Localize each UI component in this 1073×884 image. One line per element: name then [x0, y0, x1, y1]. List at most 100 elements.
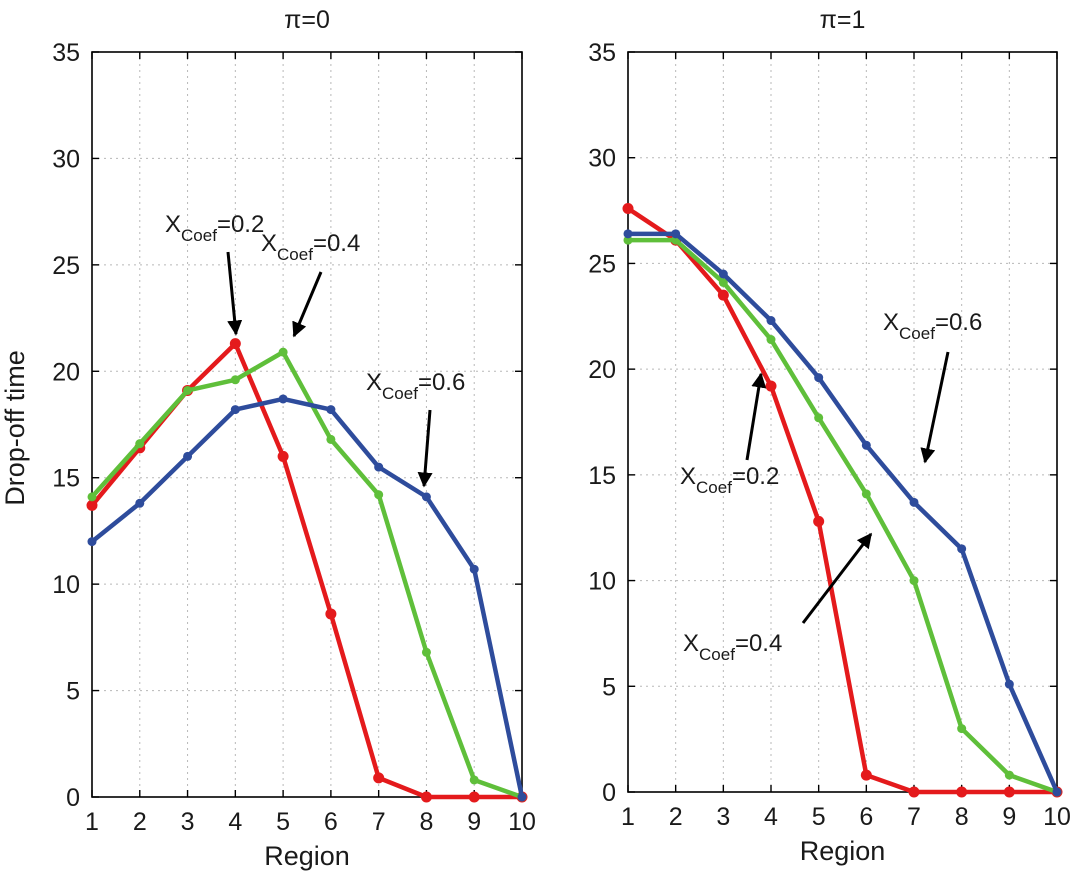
- data-point-blue: [421, 492, 431, 502]
- annotation-arrow: [801, 532, 873, 624]
- y-tick-label: 0: [66, 784, 80, 812]
- x-tick-label: 2: [669, 803, 683, 831]
- annotation-label: XCoef=0.4: [261, 230, 360, 264]
- data-point-blue: [1052, 787, 1062, 797]
- y-tick-label: 15: [52, 465, 80, 493]
- annotation-arrow: [226, 251, 243, 336]
- annotation-label: XCoef=0.6: [366, 369, 465, 403]
- y-tick-label: 30: [588, 145, 616, 173]
- data-point-green: [374, 490, 384, 500]
- x-tick-label: 8: [955, 803, 969, 831]
- annotation-subscript: Coef: [181, 226, 217, 245]
- x-tick-label: 4: [764, 803, 778, 831]
- data-point-blue: [87, 537, 97, 547]
- annotation-value: =0.2: [732, 463, 779, 490]
- annotation: XCoef=0.2: [165, 211, 264, 336]
- annotation-label: XCoef=0.2: [680, 463, 779, 497]
- data-point-blue: [517, 792, 527, 802]
- annotation-arrow: [920, 351, 950, 464]
- y-tick-label: 35: [52, 39, 80, 67]
- series-line-blue: [90, 396, 525, 798]
- annotation-value: =0.6: [935, 309, 982, 336]
- annotation-label: XCoef=0.4: [683, 630, 782, 664]
- data-point-green: [957, 724, 967, 734]
- panel-title: π=1: [820, 6, 866, 34]
- x-tick-label: 4: [228, 808, 242, 836]
- data-point-red: [908, 786, 920, 798]
- data-point-blue: [230, 405, 240, 415]
- data-point-green: [766, 335, 776, 345]
- x-tick-label: 3: [181, 808, 195, 836]
- annotation-base: X: [165, 211, 181, 238]
- data-point-blue: [814, 373, 824, 383]
- x-tick-label: 1: [85, 808, 99, 836]
- annotation-value: =0.2: [217, 211, 264, 238]
- data-point-green: [814, 413, 824, 423]
- series-line-red: [626, 206, 1057, 795]
- annotation-base: X: [680, 463, 696, 490]
- x-tick-label: 6: [324, 808, 338, 836]
- annotation-base: X: [683, 630, 699, 657]
- annotation-base: X: [366, 369, 382, 396]
- data-point-red: [229, 338, 241, 350]
- data-point-red: [1003, 786, 1015, 798]
- annotation-value: =0.6: [418, 369, 465, 396]
- y-tick-label: 25: [52, 252, 80, 280]
- y-tick-label: 20: [52, 358, 80, 386]
- annotation-label: XCoef=0.2: [165, 211, 264, 245]
- plot-frame: [627, 51, 1058, 793]
- data-point-green: [623, 235, 633, 245]
- annotation-arrow: [745, 372, 767, 461]
- annotation-base: X: [883, 309, 899, 336]
- data-point-red: [765, 380, 777, 392]
- y-tick-label: 10: [588, 568, 616, 596]
- annotation-arrow: [292, 271, 323, 338]
- y-tick-label: 15: [588, 462, 616, 490]
- y-tick-label: 25: [588, 250, 616, 278]
- x-tick-label: 3: [716, 803, 730, 831]
- y-tick-label: 5: [66, 678, 80, 706]
- x-axis-label: Region: [264, 841, 350, 871]
- series-line-blue: [628, 231, 1060, 793]
- annotation-value: =0.4: [313, 230, 360, 257]
- data-point-blue: [623, 229, 633, 239]
- data-point-green: [278, 347, 288, 357]
- x-tick-label: 10: [1043, 803, 1071, 831]
- data-point-blue: [135, 498, 145, 508]
- x-axis-label: Region: [800, 836, 886, 866]
- data-point-red: [717, 289, 729, 301]
- right-panel: 1 2 3 4 5 6 7 8 9 1005101520253035π=1RegionXCoef=…: [588, 6, 1071, 866]
- annotation: XCoef=0.4: [683, 532, 873, 664]
- annotation-subscript: Coef: [382, 384, 418, 403]
- data-point-green: [718, 277, 728, 287]
- series-line-green: [628, 237, 1058, 795]
- data-point-red: [468, 791, 480, 803]
- data-point-green: [421, 647, 431, 657]
- x-tick-label: 9: [1002, 803, 1016, 831]
- annotation-base: X: [261, 230, 277, 257]
- data-point-blue: [1004, 679, 1014, 689]
- x-tick-label: 5: [812, 803, 826, 831]
- data-point-blue: [278, 394, 288, 404]
- y-tick-label: 20: [588, 356, 616, 384]
- left-panel: 1 2 3 4 5 6 7 8 9 1005101520253035π=0RegionXCoef=…: [52, 6, 536, 871]
- data-point-green: [909, 576, 919, 586]
- series-line-green: [90, 349, 523, 800]
- annotation-subscript: Coef: [899, 324, 935, 343]
- annotation: XCoef=0.2: [680, 372, 779, 497]
- data-point-red: [860, 769, 872, 781]
- x-tick-label: 10: [508, 808, 536, 836]
- annotation: XCoef=0.6: [366, 369, 465, 488]
- data-point-green: [230, 375, 240, 385]
- x-tick-label: 1: [621, 803, 635, 831]
- data-point-green: [87, 492, 97, 502]
- data-point-red: [420, 791, 432, 803]
- plot-frame: [91, 51, 523, 798]
- data-point-blue: [957, 544, 967, 554]
- annotation-arrow: [417, 409, 433, 488]
- data-point-green: [326, 434, 336, 444]
- data-point-green: [1004, 770, 1014, 780]
- y-tick-label: 35: [588, 39, 616, 67]
- data-point-red: [277, 450, 289, 462]
